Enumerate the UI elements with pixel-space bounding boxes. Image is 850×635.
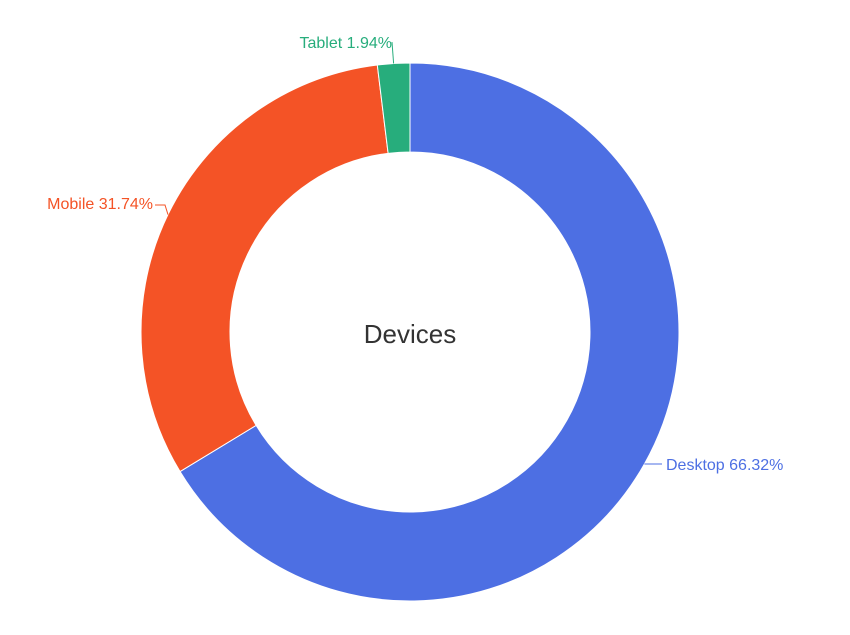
leader-line-mobile [155, 205, 168, 215]
slice-label-mobile: Mobile 31.74% [47, 196, 153, 213]
leader-line-tablet [392, 42, 394, 63]
slice-mobile[interactable] [141, 65, 388, 472]
slice-label-tablet: Tablet 1.94% [299, 35, 392, 52]
chart-title: Devices [364, 319, 456, 349]
slice-label-desktop: Desktop 66.32% [666, 457, 783, 474]
